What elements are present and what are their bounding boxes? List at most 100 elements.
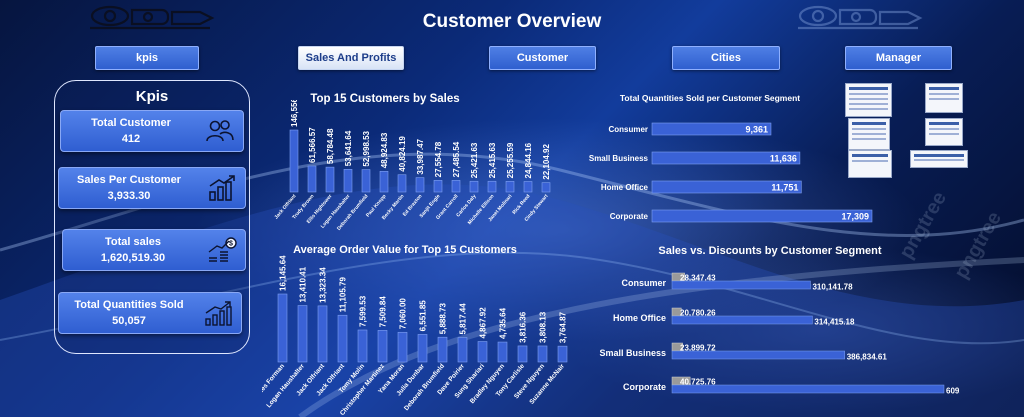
discount-label: 20,780.26 <box>680 309 716 318</box>
sheet-thumbnail[interactable] <box>848 118 890 150</box>
data-label: 25,421.63 <box>470 142 479 178</box>
data-label: 11,105.79 <box>339 277 348 313</box>
discount-label: 28,347.43 <box>680 274 716 283</box>
bar <box>343 169 353 193</box>
data-label: 7,599.53 <box>359 295 368 327</box>
bar <box>651 209 873 223</box>
bar <box>437 336 448 363</box>
bar <box>379 171 389 193</box>
chart-title-top-customers-sales: Top 15 Customers by Sales <box>310 93 460 105</box>
data-label: 27,485.54 <box>452 141 461 177</box>
growth-chart-icon <box>209 175 235 201</box>
sales-vs-discounts-chart: Consumer 28,347.43 310,141.78 Home Office 20… <box>599 272 960 396</box>
data-label: 3,764.87 <box>559 311 568 343</box>
kpi-value: 50,057 <box>112 315 146 327</box>
data-label: 5,888.73 <box>439 303 448 335</box>
bar <box>523 181 533 193</box>
bar <box>277 293 288 363</box>
bar <box>477 341 488 363</box>
category-label: Corporate <box>610 212 649 221</box>
kpi-value: 1,620,519.30 <box>100 252 166 264</box>
data-label: 6,551.85 <box>419 300 428 332</box>
category-label: Suzanne McNair <box>528 362 566 405</box>
sales-bar <box>671 315 813 325</box>
bar <box>497 341 508 363</box>
bar <box>517 345 528 363</box>
bar <box>651 122 772 136</box>
svg-text:pngtree: pngtree <box>895 188 951 263</box>
sheet-thumbnail[interactable] <box>925 83 963 113</box>
nav-sales-and-profits-button[interactable]: Sales And Profits <box>298 46 404 70</box>
nav-customer-button[interactable]: Customer <box>489 46 596 70</box>
data-label: 33,987.47 <box>416 138 425 174</box>
discount-label: 23,899.72 <box>680 344 716 353</box>
data-label: 52,998.53 <box>362 130 371 166</box>
sales-bar <box>671 384 945 394</box>
chart-title-sales-vs-discounts: Sales vs. Discounts by Customer Segment <box>658 245 882 257</box>
bar <box>537 345 548 363</box>
data-label: 40,824.19 <box>398 136 407 172</box>
data-label: 17,309 <box>841 212 869 222</box>
users-icon <box>206 120 234 142</box>
sheet-thumbnail[interactable] <box>845 83 892 117</box>
data-label: 13,410.41 <box>299 266 308 302</box>
bar <box>297 305 308 363</box>
sales-label: 314,415.18 <box>814 318 855 327</box>
data-label: 4,867.92 <box>479 307 488 339</box>
bar <box>487 180 497 193</box>
hand-money-logo-icon <box>90 5 215 30</box>
category-label: Small Business <box>599 348 666 358</box>
data-label: 9,361 <box>745 125 768 135</box>
bar <box>317 305 328 363</box>
bar <box>377 330 388 363</box>
bar <box>505 181 515 193</box>
kpi-card-total-sales: Total sales 1,620,519.30 $ <box>62 229 246 271</box>
kpi-panel-title: Kpis <box>135 88 169 105</box>
data-label: 13,323.34 <box>319 267 328 303</box>
bar <box>397 174 407 193</box>
sheet-thumbnail[interactable] <box>848 150 892 178</box>
quantities-per-segment-chart: Consumer 9,361 Small Business 11,636 Home Of… <box>589 122 873 223</box>
bar <box>415 177 425 193</box>
chart-title-average-order-value: Average Order Value for Top 15 Customers <box>293 244 517 256</box>
data-label: 53,641.64 <box>344 130 353 166</box>
hand-money-logo-faded-icon <box>798 5 923 30</box>
nav-kpis-button[interactable]: kpis <box>95 46 199 70</box>
category-label: Consumer <box>608 125 648 134</box>
svg-text:$: $ <box>229 241 233 248</box>
sheet-thumbnail[interactable] <box>925 118 963 146</box>
kpi-label: Total Quantities Sold <box>74 299 184 311</box>
data-label: 5,817.44 <box>459 303 468 335</box>
coins-stack-icon: $ <box>208 237 237 262</box>
data-label: 146,556.72 <box>290 100 299 127</box>
sheet-thumbnail[interactable] <box>910 150 968 168</box>
bar <box>651 180 802 194</box>
kpi-card-total-quantities-sold: Total Quantities Sold 50,057 <box>58 292 242 334</box>
sales-label: 609,127.73 <box>946 387 960 396</box>
sales-label: 386,834.61 <box>847 353 888 362</box>
category-label: Home Office <box>601 183 649 192</box>
nav-manager-button[interactable]: Manager <box>845 46 952 70</box>
kpi-card-total-customer: Total Customer 412 <box>60 110 244 152</box>
chart-title-quantities-per-segment: Total Quantities Sold per Customer Segme… <box>619 93 801 103</box>
kpi-card-sales-per-customer: Sales Per Customer 3,933.30 <box>58 167 246 209</box>
data-label: 22,104.92 <box>542 144 551 180</box>
data-label: 3,816.36 <box>519 311 528 343</box>
nav-cities-button[interactable]: Cities <box>672 46 780 70</box>
bar <box>557 345 568 363</box>
bar <box>541 182 551 193</box>
kpi-value: 3,933.30 <box>107 190 151 202</box>
discount-label: 40,725.76 <box>680 378 716 387</box>
category-label: Small Business <box>589 154 649 163</box>
bar <box>337 314 348 363</box>
bar <box>651 151 801 165</box>
category-label: Home Office <box>613 313 666 323</box>
kpi-value: 412 <box>121 133 141 145</box>
data-label: 3,808.13 <box>539 311 548 343</box>
svg-text:pngtree: pngtree <box>950 208 1006 283</box>
sales-label: 310,141.78 <box>812 283 853 292</box>
bar <box>457 337 468 363</box>
